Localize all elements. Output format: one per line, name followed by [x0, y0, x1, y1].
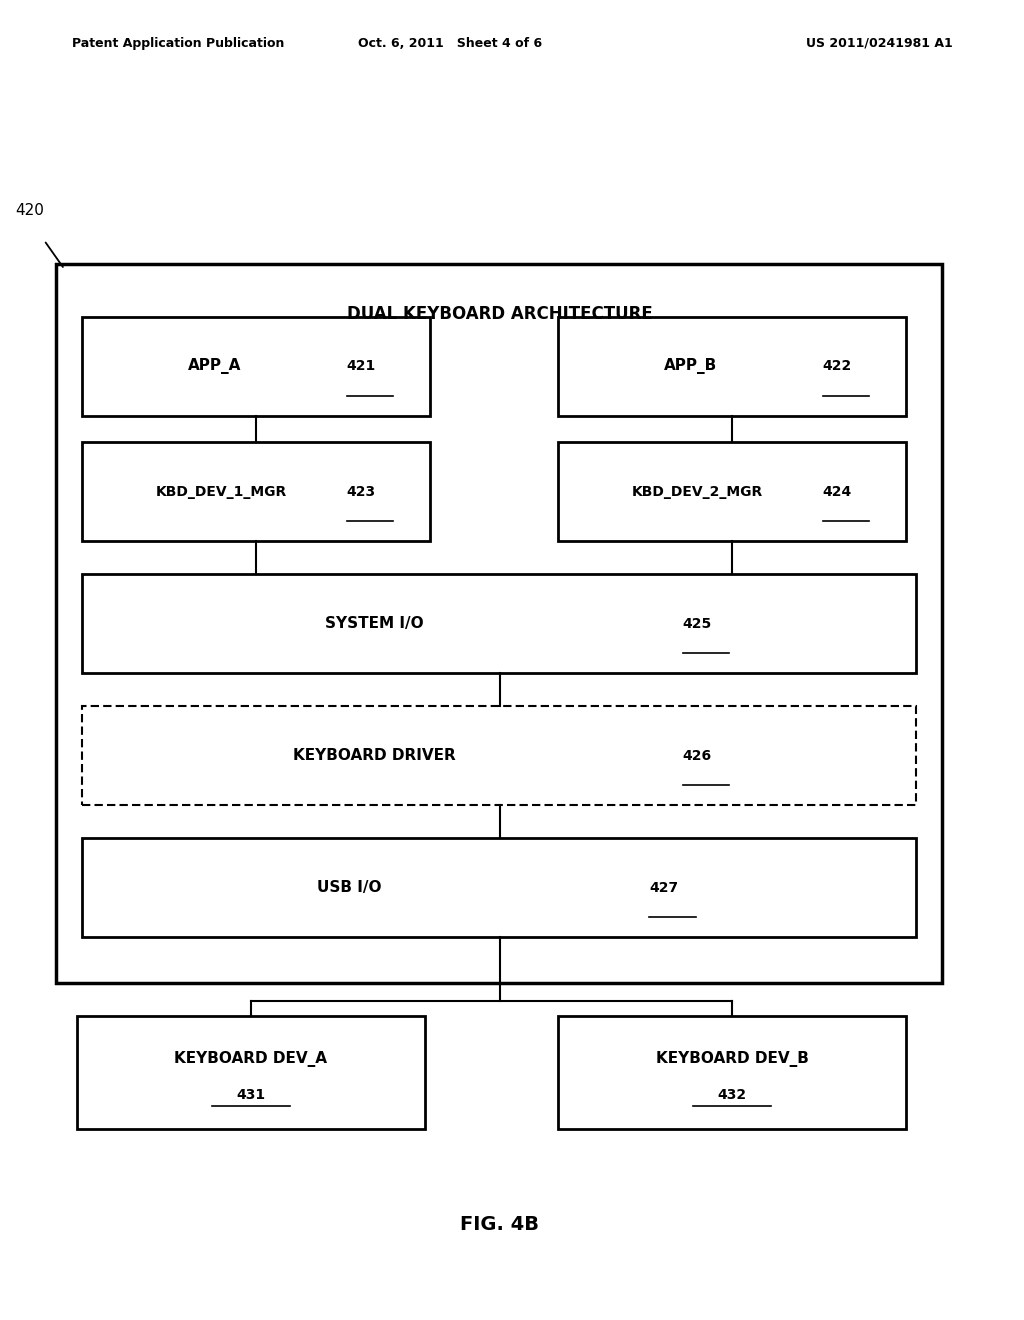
- Text: 425: 425: [683, 616, 712, 631]
- Text: KEYBOARD DEV_B: KEYBOARD DEV_B: [655, 1051, 809, 1067]
- Bar: [77, 1016, 425, 1129]
- Text: SYSTEM I/O: SYSTEM I/O: [325, 616, 423, 631]
- Bar: [82, 442, 430, 541]
- Text: KBD_DEV_1_MGR: KBD_DEV_1_MGR: [156, 484, 287, 499]
- Text: 420: 420: [15, 203, 44, 218]
- Text: 424: 424: [822, 484, 852, 499]
- Bar: [82, 706, 916, 805]
- Bar: [82, 838, 916, 937]
- Text: 422: 422: [822, 359, 852, 374]
- Bar: [82, 574, 916, 673]
- Text: FIG. 4B: FIG. 4B: [460, 1216, 540, 1234]
- Text: Patent Application Publication: Patent Application Publication: [72, 37, 284, 50]
- Bar: [558, 442, 906, 541]
- Text: 423: 423: [346, 484, 376, 499]
- Text: KEYBOARD DRIVER: KEYBOARD DRIVER: [293, 748, 456, 763]
- Text: USB I/O: USB I/O: [316, 880, 381, 895]
- Text: KBD_DEV_2_MGR: KBD_DEV_2_MGR: [632, 484, 763, 499]
- Text: 432: 432: [718, 1088, 746, 1102]
- Bar: [558, 317, 906, 416]
- Bar: [56, 264, 942, 983]
- Text: DUAL KEYBOARD ARCHITECTURE: DUAL KEYBOARD ARCHITECTURE: [347, 305, 652, 323]
- Text: 426: 426: [683, 748, 712, 763]
- Text: 427: 427: [649, 880, 679, 895]
- Text: 431: 431: [237, 1088, 265, 1102]
- Text: US 2011/0241981 A1: US 2011/0241981 A1: [806, 37, 952, 50]
- Bar: [558, 1016, 906, 1129]
- Text: APP_A: APP_A: [187, 358, 241, 375]
- Text: APP_B: APP_B: [664, 358, 717, 375]
- Text: 421: 421: [346, 359, 376, 374]
- Text: Oct. 6, 2011   Sheet 4 of 6: Oct. 6, 2011 Sheet 4 of 6: [358, 37, 543, 50]
- Bar: [82, 317, 430, 416]
- Text: KEYBOARD DEV_A: KEYBOARD DEV_A: [174, 1051, 328, 1067]
